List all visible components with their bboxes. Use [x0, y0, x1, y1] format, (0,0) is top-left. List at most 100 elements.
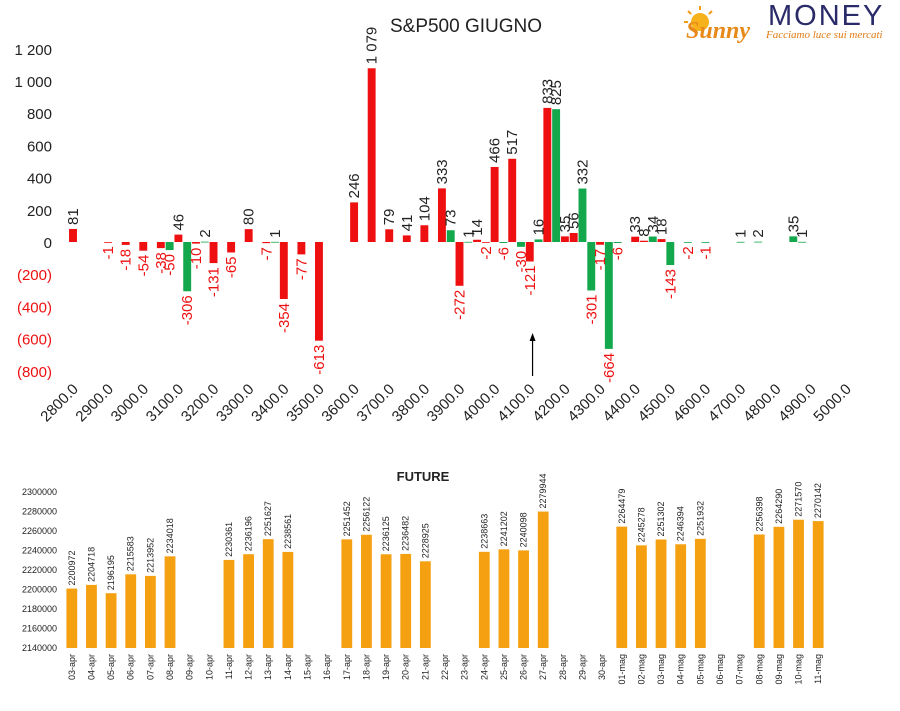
sun-icon: Sunny [684, 6, 750, 44]
future-data-label: 2236482 [401, 516, 411, 551]
bar-series [69, 68, 807, 349]
data-label: 466 [487, 138, 504, 163]
future-bar [105, 593, 117, 648]
data-label: 1 [460, 229, 477, 237]
data-label: 80 [241, 208, 258, 225]
x-tick-label: 4700.0 [705, 381, 749, 425]
future-bar [773, 526, 785, 648]
future-bar [86, 584, 97, 648]
future-x-tick-label: 02-mag [636, 654, 646, 685]
future-x-tick-label: 17-apr [342, 654, 352, 680]
future-data-label: 2240098 [519, 512, 529, 547]
x-tick-label: 3800.0 [389, 381, 433, 425]
y-tick-label: 800 [27, 106, 52, 123]
bar [165, 242, 174, 251]
bar [437, 188, 446, 242]
x-tick-label: 3900.0 [424, 381, 468, 425]
future-bar [380, 554, 392, 648]
bar [657, 239, 666, 242]
y-tick-label: 600 [27, 138, 52, 155]
x-tick-label: 4400.0 [600, 381, 644, 425]
future-data-label: 2251932 [695, 501, 705, 536]
bar [499, 242, 508, 243]
data-label: -664 [601, 353, 618, 383]
x-tick-label: 3500.0 [283, 381, 327, 425]
future-bar [616, 526, 628, 648]
data-label: -306 [179, 295, 196, 325]
data-label: -143 [662, 269, 679, 299]
future-x-tick-label: 07-mag [735, 654, 745, 685]
data-label: 46 [170, 214, 187, 231]
data-label: -354 [276, 303, 293, 333]
future-x-tick-label: 21-apr [420, 654, 430, 680]
data-label: 16 [531, 219, 548, 236]
future-data-label: 2238561 [283, 514, 293, 549]
bar [578, 188, 587, 242]
future-bar [361, 534, 372, 648]
future-x-tick-label: 05-apr [106, 654, 116, 680]
bar [385, 229, 394, 242]
logo-wordmark: MONEY [768, 0, 885, 32]
future-data-label: 2246394 [676, 506, 686, 541]
x-tick-label: 4300.0 [564, 381, 608, 425]
bar [604, 242, 613, 349]
y-tick-label: (600) [17, 332, 52, 349]
data-label: 1 [794, 229, 811, 237]
future-data-label: 2251452 [342, 501, 352, 536]
data-label: 18 [654, 218, 671, 235]
data-label: -272 [452, 290, 469, 320]
future-x-tick-label: 10-apr [204, 654, 214, 680]
future-x-tick-label: 09-apr [185, 654, 195, 680]
bar [534, 239, 543, 242]
x-tick-label: 3700.0 [354, 381, 398, 425]
future-data-label: 2270142 [813, 483, 823, 518]
bar [666, 242, 675, 266]
bar [596, 242, 604, 245]
future-x-tick-label: 03-mag [656, 654, 666, 685]
future-data-label: 2256398 [754, 496, 764, 531]
future-data-label: 2241202 [499, 511, 509, 546]
bar [648, 236, 657, 242]
x-tick-label: 3100.0 [143, 381, 187, 425]
bar [315, 242, 323, 341]
bar [640, 240, 648, 242]
future-x-tick-label: 23-apr [460, 654, 470, 680]
future-data-label: 2234018 [165, 518, 175, 553]
future-x-tick-label: 24-apr [479, 654, 489, 680]
data-label: -613 [311, 345, 328, 375]
x-tick-label: 4100.0 [494, 381, 538, 425]
x-tick-label: 4600.0 [670, 381, 714, 425]
future-bar [282, 551, 294, 648]
data-label: -2 [478, 246, 495, 259]
future-data-label: 2238663 [479, 514, 489, 549]
future-bar [164, 556, 176, 648]
x-tick-label: 4500.0 [635, 381, 679, 425]
future-y-tick-label: 2300000 [22, 487, 57, 497]
data-label: -17 [592, 249, 609, 271]
future-bar [341, 539, 353, 648]
y-tick-label: 1 200 [14, 42, 52, 59]
future-y-axis: 2140000 2160000 2180000 2200000 2220000 22400… [22, 487, 57, 653]
future-bar [419, 561, 431, 648]
data-label: 35 [557, 216, 574, 233]
data-label: 2 [197, 229, 214, 237]
data-label: 56 [566, 212, 583, 229]
bar [420, 225, 429, 242]
future-bar-chart: FUTURE 2140000 2160000 2180000 2200000 22200… [22, 469, 824, 685]
bar [192, 242, 200, 244]
future-x-tick-label: 06-apr [126, 654, 136, 680]
data-label: -301 [583, 294, 600, 324]
future-bars: 2200972 2204718 2196195 2215583 2213952 22340… [66, 474, 824, 648]
chart-title: S&P500 GIUGNO [390, 16, 542, 37]
data-label: 35 [785, 216, 802, 233]
y-tick-label: 200 [27, 203, 52, 220]
data-label: 2 [750, 229, 767, 237]
future-y-tick-label: 2220000 [22, 565, 57, 575]
data-label: 333 [434, 159, 451, 184]
data-label: 34 [645, 216, 662, 233]
future-data-label: 2215583 [126, 536, 136, 571]
data-label: 104 [416, 196, 433, 221]
bar [69, 228, 77, 242]
bar [209, 242, 218, 264]
